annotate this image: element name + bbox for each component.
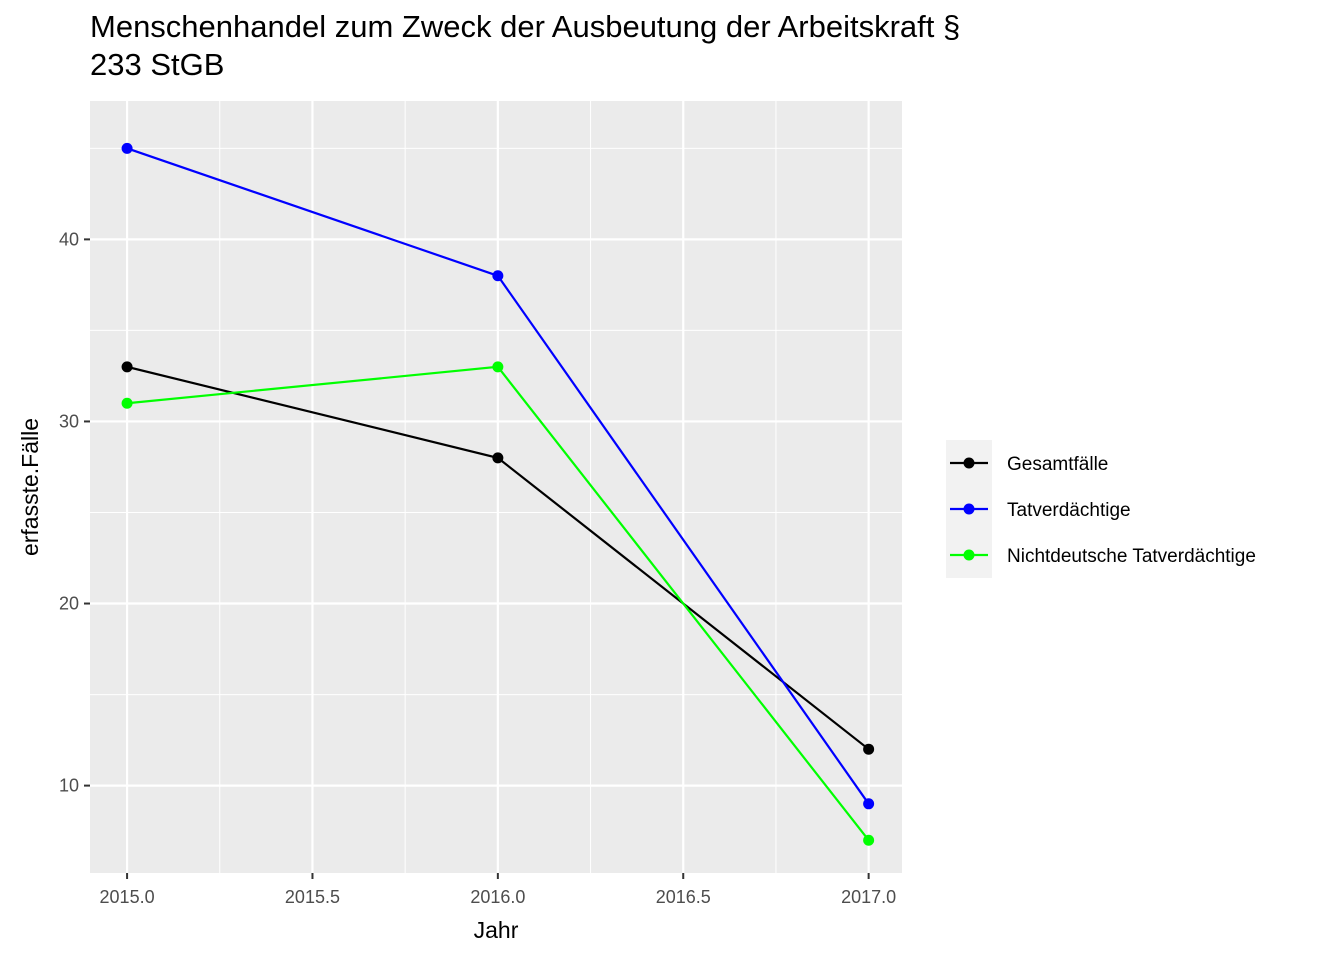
data-point — [492, 361, 504, 373]
data-point — [863, 743, 875, 755]
y-tick-label: 40 — [59, 229, 79, 249]
data-point — [492, 452, 504, 464]
data-point — [121, 361, 133, 373]
data-point — [121, 397, 133, 409]
legend-key-point — [963, 457, 975, 469]
minor-gridlines — [90, 101, 902, 873]
data-point — [863, 798, 875, 810]
legend-label: Gesamtfälle — [1007, 454, 1108, 475]
legend-key-point — [963, 503, 975, 515]
data-point — [492, 270, 504, 282]
legend: Gesamtfälle Tatverdächtige Nichtdeutsche T… — [946, 440, 1256, 578]
data-point — [121, 142, 133, 154]
x-tick-label: 2016.5 — [656, 887, 711, 907]
series-points — [121, 142, 875, 846]
y-tick-label: 10 — [59, 776, 79, 796]
legend-label: Nichtdeutsche Tatverdächtige — [1007, 546, 1256, 567]
legend-label: Tatverdächtige — [1007, 500, 1131, 521]
chart-title-line-1: Menschenhandel zum Zweck der Ausbeutung … — [90, 9, 961, 44]
data-point — [863, 834, 875, 846]
x-tick-label: 2016.0 — [470, 887, 525, 907]
major-gridlines — [90, 101, 902, 873]
x-axis-title: Jahr — [474, 917, 519, 943]
legend-key-point — [963, 549, 975, 561]
y-axis-title: erfasste.Fälle — [17, 418, 43, 556]
x-tick-label: 2015.5 — [285, 887, 340, 907]
chart-title-line-2: 233 StGB — [90, 47, 225, 82]
y-tick-label: 20 — [59, 594, 79, 614]
axes: 2015.0 2015.5 2016.0 2016.5 2017.0 10 20 30 40 — [59, 229, 896, 907]
x-tick-label: 2015.0 — [100, 887, 155, 907]
plot-panel — [90, 101, 902, 873]
y-tick-label: 30 — [59, 411, 79, 431]
x-tick-label: 2017.0 — [841, 887, 896, 907]
chart-title: Menschenhandel zum Zweck der Ausbeutung … — [90, 8, 1190, 84]
